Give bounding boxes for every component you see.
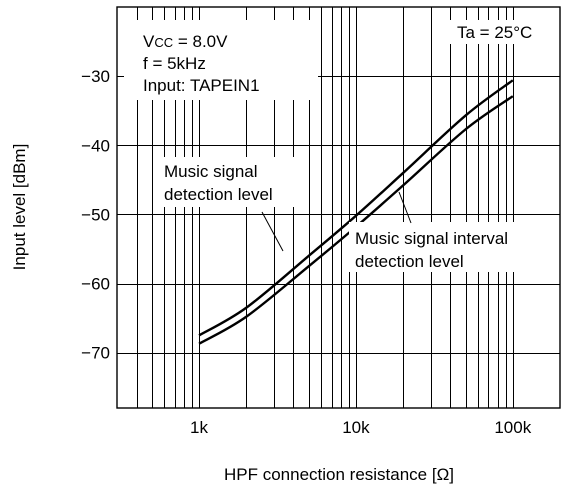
plot-border [116, 6, 561, 409]
conditions-box [124, 20, 318, 100]
detection-label-line1: Music signal [164, 162, 258, 181]
y-tick-label: −40 [81, 136, 110, 155]
detection-leader-line [261, 211, 284, 252]
interval-label-line2: detection level [355, 252, 464, 271]
vcc-text: VCC = 8.0V [143, 32, 228, 51]
temperature-box [449, 20, 557, 44]
input-text: Input: TAPEIN1 [143, 76, 260, 95]
y-axis-label: Input level [dBm] [10, 144, 29, 271]
x-tick-label: 100k [494, 418, 531, 437]
y-tick-label: −30 [81, 67, 110, 86]
detection-label-line2: detection level [164, 185, 273, 204]
x-tick-label: 10k [342, 418, 370, 437]
detection-level-curve [198, 79, 514, 337]
vcc-main: V [143, 32, 155, 51]
interval-label-line1: Music signal interval [355, 229, 508, 248]
interval-label-box [349, 222, 549, 272]
freq-text: f = 5kHz [143, 54, 206, 73]
detection-label-box [158, 157, 306, 207]
x-axis-label: HPF connection resistance [Ω] [224, 465, 454, 484]
tick-labels: 1k 10k 100k −30 −40 −50 −60 −70 [81, 67, 532, 437]
vcc-sub: CC [154, 35, 173, 50]
vcc-value: = 8.0V [173, 32, 228, 51]
y-tick-label: −60 [81, 275, 110, 294]
interval-leader-line [398, 191, 412, 224]
x-tick-label: 1k [190, 418, 208, 437]
y-tick-label: −50 [81, 205, 110, 224]
temperature-text: Ta = 25°C [457, 23, 532, 42]
y-tick-label: −70 [81, 344, 110, 363]
